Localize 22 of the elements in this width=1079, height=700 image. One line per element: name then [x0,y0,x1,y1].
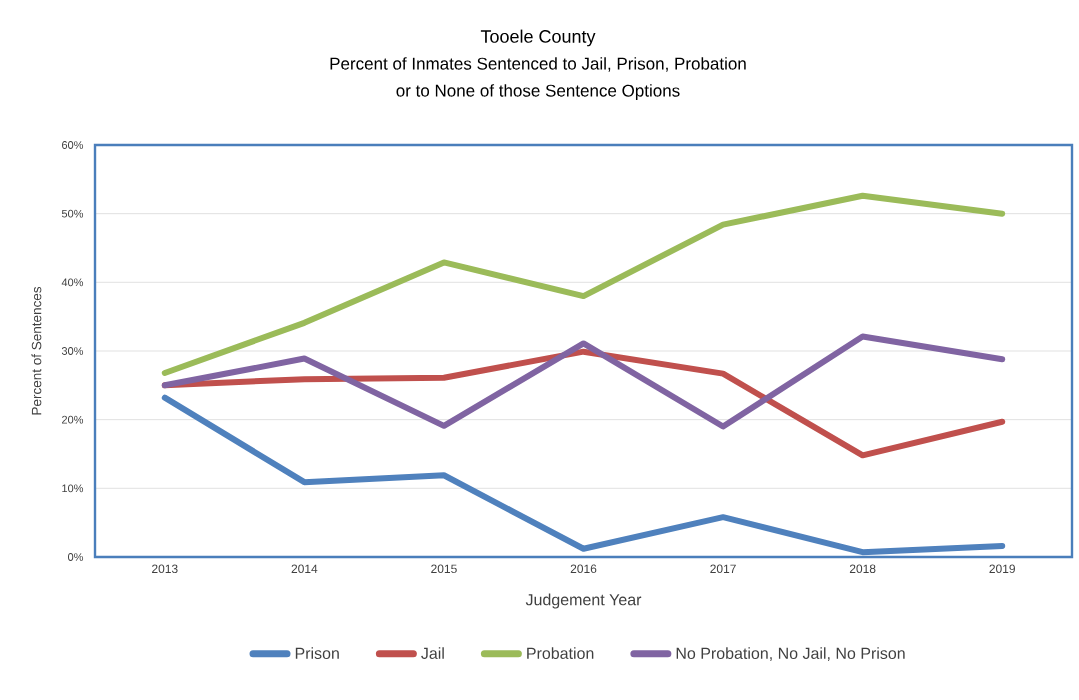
x-tick-label: 2018 [849,564,876,574]
x-tick-label: 2016 [570,564,597,574]
x-tick-label: 2017 [710,564,736,574]
x-tick-label: 2019 [989,564,1015,574]
chart-title: Tooele County [480,29,596,47]
legend-label: Jail [421,647,444,660]
y-tick-label: 40% [61,278,84,287]
legend-label: Prison [295,647,339,660]
x-tick-label: 2014 [291,564,318,574]
legend-label: No Probation, No Jail, No Prison [676,647,905,661]
x-axis-title: Judgement Year [525,593,642,609]
y-tick-label: 50% [61,209,84,218]
y-axis-title: Percent of Sentences [31,286,42,415]
y-tick-label: 60% [62,141,84,149]
x-tick-label: 2013 [152,564,178,574]
x-tick-label: 2015 [431,564,457,574]
legend-label: Probation [527,647,594,660]
chart-subtitle: Percent of Inmates Sentenced to Jail, Prison, Probation or to None of those Sentence Options [330,57,746,101]
y-tick-label: 10% [62,484,84,493]
y-tick-label: 0% [68,553,84,561]
y-tick-label: 30% [61,347,84,355]
y-tick-label: 20% [62,415,84,424]
